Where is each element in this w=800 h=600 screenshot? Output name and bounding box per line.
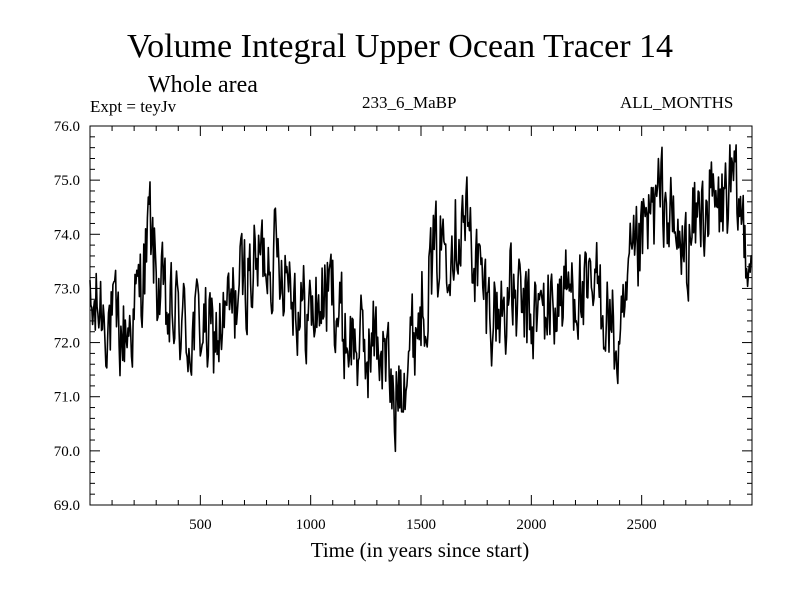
chart-title: Volume Integral Upper Ocean Tracer 14 bbox=[126, 28, 674, 65]
y-tick-label: 69.0 bbox=[54, 498, 80, 514]
x-tick-label: 1500 bbox=[406, 517, 436, 533]
y-tick-label: 76.0 bbox=[54, 119, 80, 135]
series-line bbox=[89, 144, 753, 453]
run-label: 233_6_MaBP bbox=[362, 93, 457, 112]
y-tick-label: 72.0 bbox=[54, 336, 80, 352]
chart-subtitle: Whole area bbox=[148, 72, 258, 98]
y-tick-label: 75.0 bbox=[54, 173, 80, 189]
y-tick-label: 70.0 bbox=[54, 444, 80, 460]
y-tick-label: 74.0 bbox=[54, 227, 80, 243]
plot-frame bbox=[89, 125, 753, 506]
x-tick-label: 2500 bbox=[627, 517, 657, 533]
y-tick-label: 71.0 bbox=[54, 390, 80, 406]
axis-ticks: 500 1000 1500 2000 2500 69.0 70.0 71.0 72.0 73.0 7… bbox=[54, 119, 752, 533]
series-group bbox=[89, 144, 753, 453]
experiment-label: Expt = teyJv bbox=[90, 97, 177, 116]
x-tick-label: 500 bbox=[189, 517, 212, 533]
period-label: ALL_MONTHS bbox=[620, 93, 734, 112]
x-axis-label: Time (in years since start) bbox=[310, 538, 530, 562]
x-tick-label: 2000 bbox=[516, 517, 546, 533]
y-tick-label: 73.0 bbox=[54, 281, 80, 297]
x-tick-label: 1000 bbox=[296, 517, 326, 533]
